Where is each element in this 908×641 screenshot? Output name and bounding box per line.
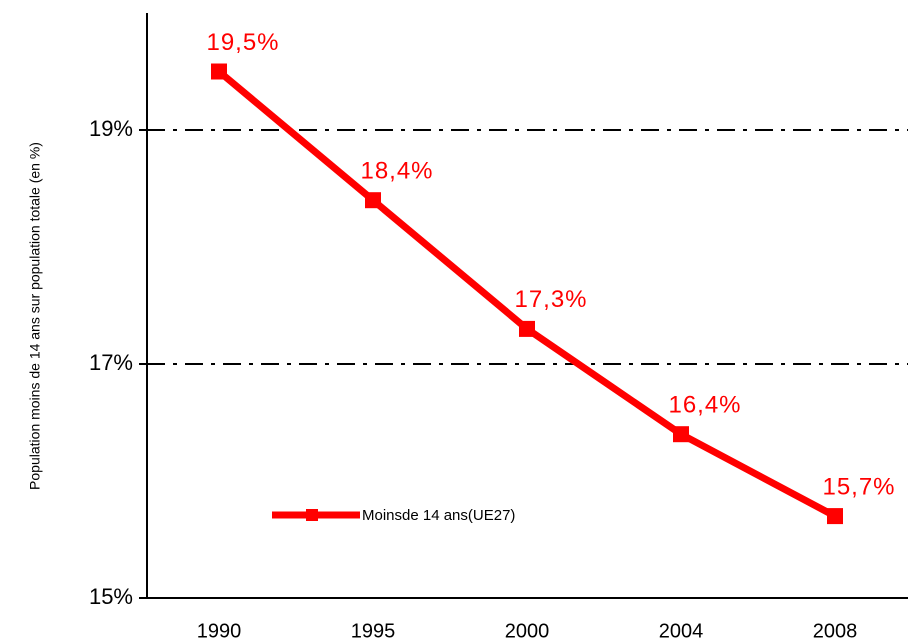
x-tick-label: 2000	[505, 620, 550, 641]
data-label: 17,3%	[514, 286, 587, 313]
marker	[519, 320, 535, 337]
x-tick-label: 1995	[351, 620, 396, 641]
marker	[827, 508, 843, 525]
data-label: 19,5%	[206, 29, 279, 56]
x-tick-label: 2008	[813, 620, 858, 641]
y-tick-label: 15%	[89, 584, 133, 609]
y-axis-label: Population moins de 14 ans sur populatio…	[27, 142, 43, 490]
legend-label: Moinsde 14 ans(UE27)	[362, 507, 515, 524]
y-tick-label: 17%	[89, 350, 133, 375]
data-label: 15,7%	[822, 473, 895, 500]
y-tick-label: 19%	[89, 116, 133, 141]
marker	[673, 426, 689, 443]
data-label: 16,4%	[668, 392, 741, 419]
marker	[211, 63, 227, 80]
legend-marker	[306, 509, 318, 521]
x-tick-label: 1990	[197, 620, 242, 641]
data-label: 18,4%	[360, 158, 433, 185]
x-tick-label: 2004	[659, 620, 704, 641]
marker	[365, 192, 381, 209]
